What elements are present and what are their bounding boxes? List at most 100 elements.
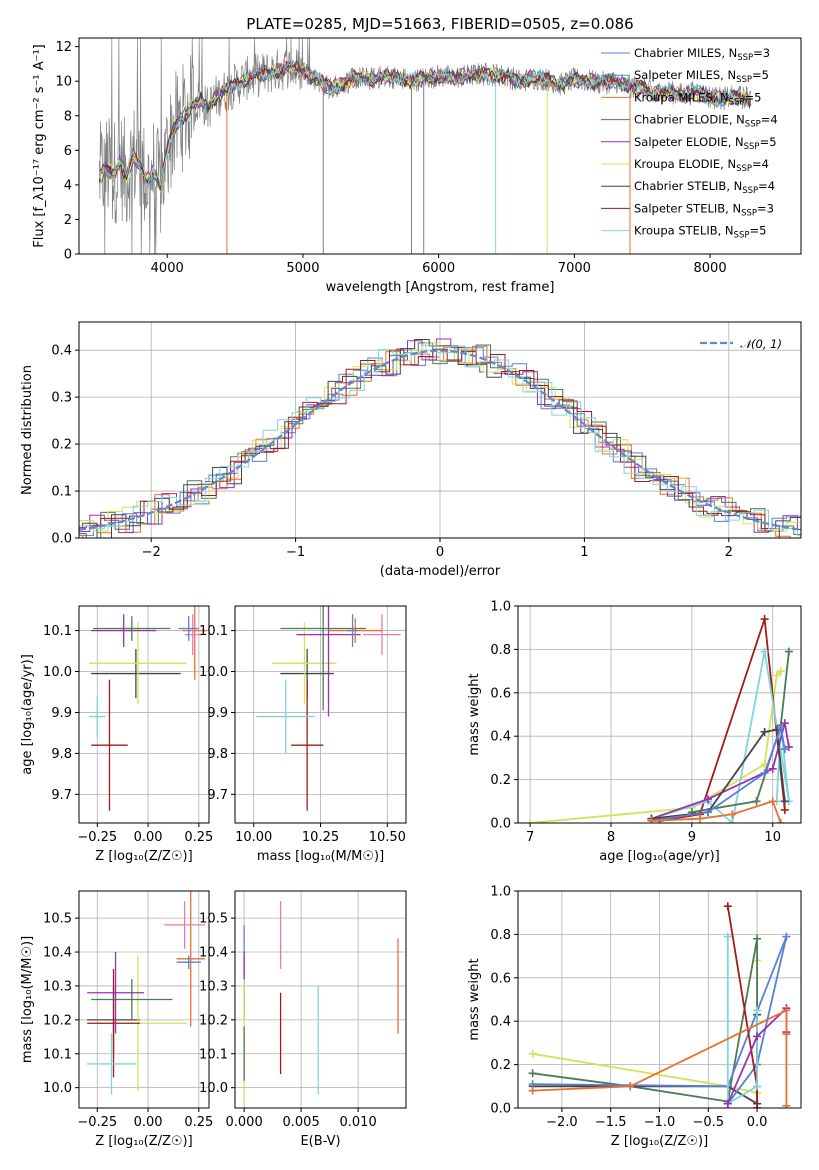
weight-line — [726, 936, 758, 1106]
x-tick-label: 10 — [764, 830, 781, 845]
legend-label-sub: SSP — [744, 142, 760, 152]
y-tick-label: 0.0 — [51, 532, 72, 547]
model-spectrum-chabrier-stelib — [98, 60, 752, 192]
x-tick-label: 0.00 — [134, 1115, 163, 1130]
axes-border — [517, 605, 802, 824]
weight-series-kroupa-stelib — [723, 932, 762, 1108]
y-tick-label: 2 — [64, 213, 72, 228]
weight-marker — [704, 795, 713, 804]
plot-area — [79, 338, 801, 538]
errorbar-pink — [363, 614, 401, 656]
x-tick-label: 8000 — [694, 261, 727, 276]
weight-marker — [728, 819, 737, 823]
weight-marker — [760, 615, 769, 624]
y-tick-label: 0.0 — [490, 817, 511, 832]
weight-marker — [776, 819, 785, 823]
model-spectrum-kroupa-stelib — [98, 59, 752, 188]
errorbar-salpeter-elodie — [91, 614, 157, 647]
weight-line — [530, 670, 782, 823]
legend-label-sub: SSP — [745, 120, 761, 130]
weight-marker — [782, 932, 791, 941]
legend-label-eq: =5 — [752, 68, 769, 82]
figure-title: PLATE=0285, MJD=51663, FIBERID=0505, z=0… — [246, 15, 633, 33]
weight-marker — [728, 810, 737, 819]
weight-marker — [776, 667, 785, 676]
histogram-kroupa-stelib — [79, 344, 801, 537]
weight-marker — [780, 805, 789, 814]
weight-marker — [760, 769, 769, 778]
y-tick-label: 9.9 — [51, 706, 72, 721]
weight-marker — [647, 816, 656, 823]
y-tick-label: 8 — [64, 109, 72, 124]
errorbar-chabrier-elodie — [91, 979, 173, 1020]
x-tick-label: −2.0 — [546, 1115, 578, 1130]
y-tick-label: 10.1 — [199, 1047, 228, 1062]
weight-marker — [780, 745, 789, 754]
axes-frame: −0.25 0.00 0.25 9.7 9.8 9.9 10.0 10.1 Z [log₁₀(Z… — [20, 605, 213, 864]
x-tick-label: −0.5 — [693, 1115, 725, 1130]
x-axis-label: mass [log₁₀(M/M☉)] — [257, 849, 384, 864]
legend-label-sub: SSP — [736, 164, 752, 174]
y-tick-label: 10.3 — [199, 979, 228, 994]
y-tick-label: 10.5 — [43, 912, 72, 927]
x-tick-label: 0.00 — [134, 830, 163, 845]
gridlines — [235, 606, 406, 823]
legend-label-main: Chabrier ELODIE, N — [634, 113, 745, 127]
axes-border — [78, 605, 210, 824]
x-axis-label: Z [log₁₀(Z/Z☉)] — [95, 849, 192, 864]
errorbar-salpeter-elodie — [87, 952, 144, 1034]
axes-frame: 0.000 0.005 0.010 10.0 10.1 10.2 10.3 10.4 10.5 E… — [199, 890, 407, 1149]
legend-label-sub: SSP — [736, 75, 752, 85]
axes-frame: −2.0 −1.5 −1.0 −0.5 0.0 0.0 0.2 0.4 0.6 0.8 1.0 Z [… — [467, 885, 802, 1149]
weight-marker — [528, 1049, 537, 1058]
y-axis-label: age [log₁₀(age/yr)] — [20, 654, 35, 775]
x-tick-label: 0.25 — [184, 830, 213, 845]
weight-marker — [753, 1032, 762, 1041]
weight-marker — [753, 1006, 762, 1015]
x-tick-label: 8 — [607, 830, 615, 845]
weight-marker — [768, 764, 777, 773]
weight-marker — [760, 727, 769, 736]
errorbar-salpeter-stelib — [291, 679, 324, 811]
y-tick-label: 0.0 — [490, 1102, 511, 1117]
normal-curve — [79, 349, 801, 531]
x-tick-label: 0.25 — [184, 1115, 213, 1130]
errorbar-kroupa-stelib — [87, 1033, 136, 1095]
y-tick-label: 10.1 — [43, 624, 72, 639]
y-tick-label: 10.3 — [43, 979, 72, 994]
y-axis-label: Flux [f_λ10⁻¹⁷ erg cm⁻² s⁻¹ A⁻¹] — [32, 44, 47, 248]
x-tick-label: 0.010 — [340, 1115, 377, 1130]
chart-age-vs-mass: 10.00 10.25 10.50 9.7 9.8 9.9 10.0 10.1 mass [lo… — [199, 605, 407, 864]
legend-label-eq: =5 — [760, 135, 777, 149]
axes-frame: −0.25 0.00 0.25 10.0 10.1 10.2 10.3 10.4 10.5 Z [… — [20, 890, 213, 1149]
weight-marker — [528, 1086, 537, 1095]
gridlines — [79, 606, 209, 823]
y-tick-label: 10.1 — [43, 1047, 72, 1062]
y-tick-label: 0.4 — [51, 344, 72, 359]
x-tick-label: 10.50 — [369, 830, 406, 845]
legend-label-sub: SSP — [737, 53, 753, 63]
legend-label-sub: SSP — [742, 186, 758, 196]
y-tick-label: 9.7 — [207, 788, 228, 803]
y-tick-label: 10.4 — [43, 946, 72, 961]
y-tick-label: 0.2 — [51, 438, 72, 453]
x-tick-label: −0.25 — [77, 830, 117, 845]
chart-age-vs-Z: −0.25 0.00 0.25 9.7 9.8 9.9 10.0 10.1 Z [log₁₀(Z… — [20, 605, 213, 864]
chart-residual-histogram: −2 −1 0 1 2 0.0 0.1 0.2 0.3 0.4 (data-model)/error… — [20, 321, 802, 579]
legend-label: Kroupa MILES, NSSP=5 — [634, 90, 761, 107]
weight-series-kroupa-miles — [647, 797, 785, 823]
x-tick-label: 10.25 — [302, 830, 339, 845]
y-tick-label: 0.6 — [490, 971, 511, 986]
y-tick-label: 10.0 — [43, 1081, 72, 1096]
legend-label-sub: SSP — [734, 231, 750, 241]
y-tick-label: 10.0 — [199, 1081, 228, 1096]
y-tick-label: 0.3 — [51, 391, 72, 406]
weight-marker — [782, 1030, 791, 1039]
chart-mass-weight-vs-age: 7 8 9 10 0.0 0.2 0.4 0.6 0.8 1.0 age [log₁₀(age/yr… — [467, 600, 802, 864]
y-tick-label: 0.2 — [490, 1058, 511, 1073]
weight-marker — [723, 902, 732, 911]
legend-label-sub: SSP — [741, 208, 757, 218]
weight-marker — [784, 647, 793, 656]
errorbar-chabrier-miles — [176, 955, 201, 969]
